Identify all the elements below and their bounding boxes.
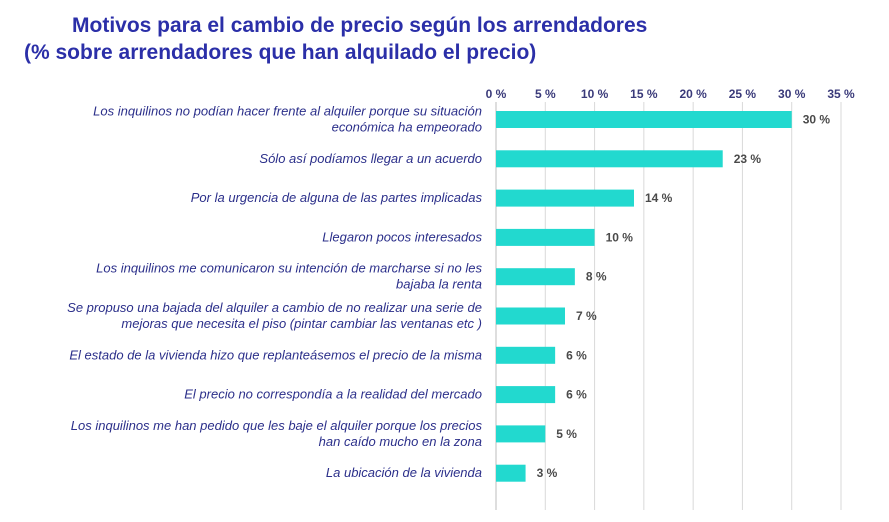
bar — [496, 111, 792, 128]
value-label: 6 % — [566, 388, 587, 402]
chart-subtitle: (% sobre arrendadores que han alquilado … — [24, 41, 537, 64]
value-label: 14 % — [645, 191, 673, 205]
category-label-line: Los inquilinos no podían hacer frente al… — [93, 104, 482, 119]
x-tick-label: 25 % — [729, 87, 757, 101]
category-label-line: Por la urgencia de alguna de las partes … — [191, 190, 483, 205]
category-label-line: bajaba la renta — [396, 277, 482, 292]
bar — [496, 346, 556, 364]
category-label-line: han caído mucho en la zona — [319, 434, 482, 449]
x-tick-label: 20 % — [679, 87, 707, 101]
category-label-line: Los inquilinos me han pedido que les baj… — [71, 418, 483, 433]
value-label: 3 % — [537, 466, 558, 480]
category-label: El estado de la vivienda hizo que replan… — [69, 347, 482, 362]
x-tick-label: 0 % — [486, 87, 507, 101]
x-tick-label: 30 % — [778, 87, 806, 101]
bar — [496, 464, 526, 482]
category-label: Por la urgencia de alguna de las partes … — [191, 190, 483, 205]
value-label: 23 % — [734, 152, 762, 166]
category-label: Los inquilinos me comunicaron su intenci… — [96, 261, 482, 292]
category-label-line: Llegaron pocos interesados — [322, 229, 482, 244]
category-label-line: La ubicación de la vivienda — [326, 465, 482, 480]
category-label-line: mejoras que necesita el piso (pintar cam… — [121, 316, 482, 331]
value-label: 8 % — [586, 270, 607, 284]
chart-title-block: Motivos para el cambio de precio según l… — [24, 12, 724, 66]
category-label-line: económica ha empeorado — [332, 120, 482, 135]
chart-title: Motivos para el cambio de precio según l… — [72, 14, 648, 37]
category-label: La ubicación de la vivienda — [326, 465, 482, 480]
bar — [496, 189, 634, 207]
category-label: Los inquilinos no podían hacer frente al… — [93, 104, 482, 135]
category-label: El precio no correspondía a la realidad … — [184, 387, 482, 402]
category-label-line: Se propuso una bajada del alquiler a cam… — [67, 300, 482, 315]
category-label-line: El estado de la vivienda hizo que replan… — [69, 347, 482, 362]
bar — [496, 425, 546, 443]
x-tick-label: 5 % — [535, 87, 556, 101]
value-label: 6 % — [566, 348, 587, 362]
category-label: Llegaron pocos interesados — [322, 229, 482, 244]
value-label: 5 % — [556, 427, 577, 441]
category-label: Sólo así podíamos llegar a un acuerdo — [259, 151, 482, 166]
value-label: 10 % — [606, 230, 634, 244]
category-label-line: El precio no correspondía a la realidad … — [184, 387, 482, 402]
bar — [496, 150, 723, 168]
bar — [496, 386, 556, 404]
x-tick-label: 10 % — [581, 87, 609, 101]
x-tick-label: 15 % — [630, 87, 658, 101]
bar — [496, 268, 575, 286]
value-label: 30 % — [803, 113, 831, 127]
category-label: Los inquilinos me han pedido que les baj… — [71, 418, 483, 449]
bar — [496, 307, 565, 325]
category-label: Se propuso una bajada del alquiler a cam… — [67, 300, 482, 331]
category-label-line: Los inquilinos me comunicaron su intenci… — [96, 261, 482, 276]
x-tick-label: 35 % — [827, 87, 855, 101]
category-label-line: Sólo así podíamos llegar a un acuerdo — [259, 151, 482, 166]
bar — [496, 228, 595, 246]
value-label: 7 % — [576, 309, 597, 323]
